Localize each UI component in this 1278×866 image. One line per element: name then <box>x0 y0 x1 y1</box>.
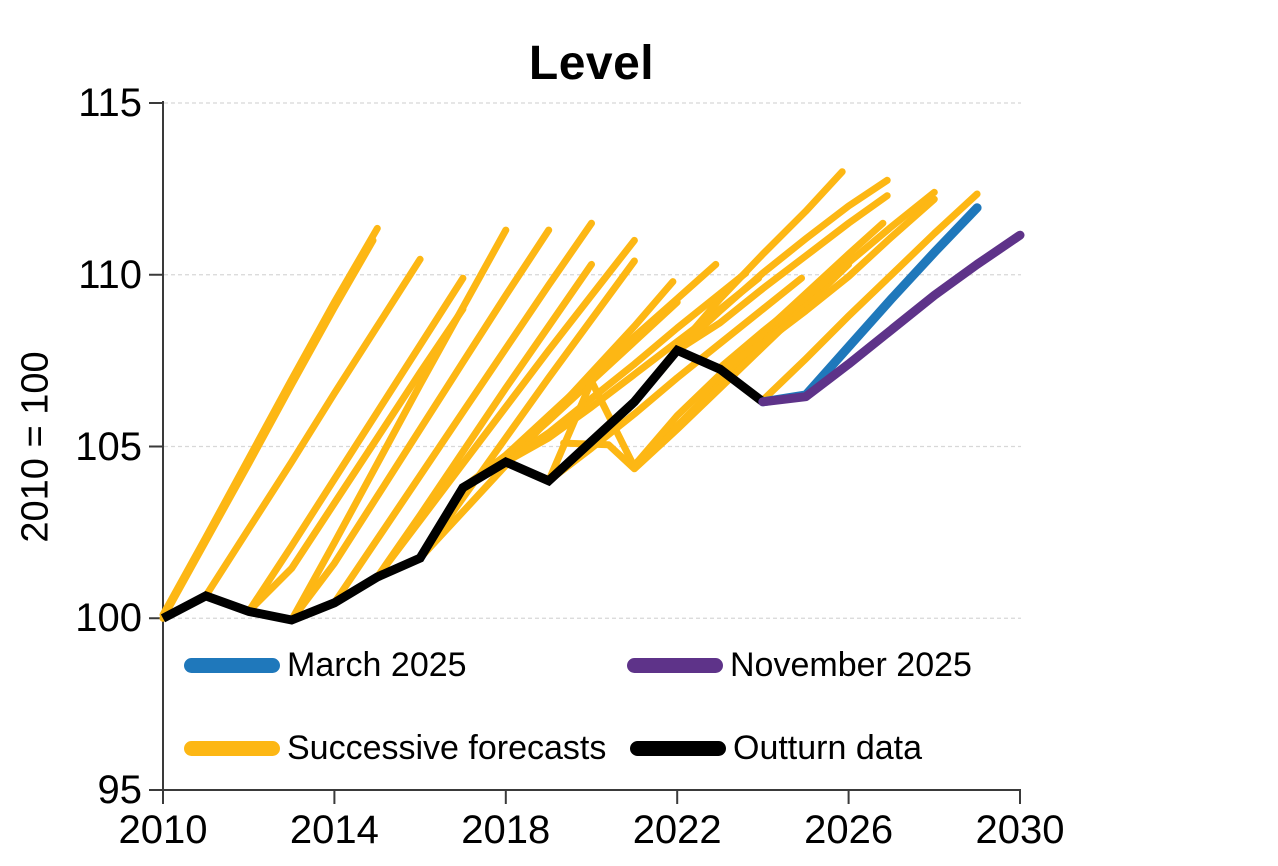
series-november-2025 <box>758 230 1025 407</box>
series-forecast-7 <box>288 226 553 624</box>
legend-swatch-successive-forecasts <box>184 740 280 756</box>
legend-label-successive-forecasts: Successive forecasts <box>287 728 607 767</box>
series-outturn-data <box>160 344 766 625</box>
legend-label-outturn-data: Outturn data <box>733 728 923 767</box>
legend-swatch-outturn-data <box>630 740 726 756</box>
series-forecast-23 <box>673 192 891 354</box>
x-tick-label: 2026 <box>804 808 894 852</box>
x-tick-label: 2030 <box>975 808 1065 852</box>
series-forecast-26 <box>759 190 981 404</box>
series-forecast-3 <box>202 255 424 600</box>
legend-swatch-november-2025 <box>627 657 723 673</box>
x-tick-label: 2018 <box>461 808 551 852</box>
y-tick-label: 105 <box>75 424 142 469</box>
series-forecast-15 <box>502 269 750 466</box>
series-forecast-8 <box>330 219 595 607</box>
y-tick-label: 110 <box>78 252 142 297</box>
series-forecast-4 <box>245 274 467 615</box>
legend-item-successive-forecasts: Successive forecasts <box>184 724 606 772</box>
legend-swatch-march-2025 <box>184 657 280 673</box>
series-forecast-5 <box>245 305 467 615</box>
series-forecast-17 <box>545 274 805 485</box>
legend-item-march-2025: March 2025 <box>184 641 467 689</box>
series-forecast-22 <box>673 176 891 354</box>
y-tick-label: 100 <box>75 596 142 641</box>
series-forecast-2 <box>159 224 381 619</box>
x-tick-label: 2014 <box>289 808 379 852</box>
series-forecast-10 <box>373 236 638 581</box>
series-forecast-25 <box>716 195 938 373</box>
chart-title: Level <box>528 37 655 90</box>
legend-label-november-2025: November 2025 <box>730 645 972 684</box>
y-tick-label: 95 <box>97 768 143 812</box>
y-tick-label: 115 <box>78 81 142 125</box>
legend-label-march-2025: March 2025 <box>287 645 467 684</box>
legend-item-november-2025: November 2025 <box>627 641 972 689</box>
series-forecast-6 <box>288 226 510 624</box>
legend-item-outturn-data: Outturn data <box>630 724 922 772</box>
series-forecast-24 <box>716 188 938 371</box>
x-tick-label: 2010 <box>118 808 208 852</box>
series-forecast-14 <box>459 260 720 492</box>
x-tick-label: 2022 <box>632 808 722 852</box>
